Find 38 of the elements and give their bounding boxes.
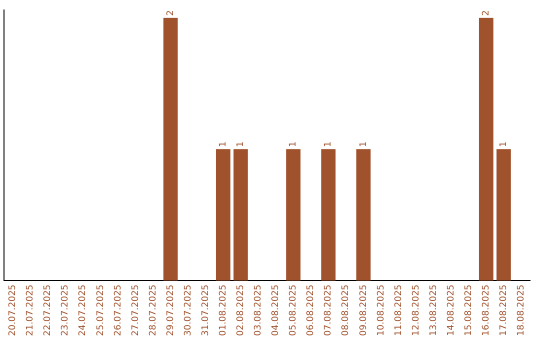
x-tick-label: 01.08.2025: [218, 284, 229, 336]
data-label: 2: [166, 10, 176, 16]
data-label: 1: [358, 141, 369, 148]
data-label: 1: [218, 141, 229, 148]
x-tick-label: 24.07.2025: [78, 284, 88, 336]
x-tick-label: 02.08.2025: [236, 284, 246, 336]
data-label: 1: [324, 141, 334, 148]
x-tick-label: 03.08.2025: [254, 284, 264, 336]
x-tick-label: 21.07.2025: [26, 284, 36, 336]
x-tick-label: 16.08.2025: [482, 284, 492, 336]
x-tick-label: 15.08.2025: [464, 284, 474, 336]
data-label: 1: [236, 141, 246, 148]
x-tick-label: 09.08.2025: [358, 284, 369, 336]
x-tick-label: 28.07.2025: [148, 284, 158, 336]
x-tick-label: 11.08.2025: [394, 284, 404, 336]
x-tick-label: 08.08.2025: [341, 284, 352, 336]
data-label: 1: [499, 141, 510, 148]
x-tick-label: 26.07.2025: [113, 284, 124, 336]
x-tick-label: 30.07.2025: [183, 284, 194, 336]
x-tick-label: 29.07.2025: [166, 284, 176, 336]
x-tick-label: 18.08.2025: [516, 284, 527, 336]
x-tick-label: 14.08.2025: [446, 284, 456, 336]
x-tick-label: 23.07.2025: [60, 284, 71, 336]
x-tick-label: 31.07.2025: [200, 284, 211, 336]
x-tick-label: 25.07.2025: [96, 284, 106, 336]
x-tick-label: 06.08.2025: [306, 284, 316, 336]
x-tick-label: 05.08.2025: [288, 284, 299, 336]
data-label: 2: [482, 10, 492, 16]
x-tick-label: 20.07.2025: [8, 284, 18, 336]
x-tick-label: 12.08.2025: [411, 284, 422, 336]
x-tick-label: 13.08.2025: [428, 284, 439, 336]
x-tick-label: 27.07.2025: [130, 284, 141, 336]
x-tick-label: 10.08.2025: [376, 284, 386, 336]
x-tick-label: 17.08.2025: [499, 284, 510, 336]
data-label: 1: [288, 141, 299, 148]
x-tick-label: 22.07.2025: [43, 284, 54, 336]
x-tick-label: 04.08.2025: [271, 284, 282, 336]
x-tick-label: 07.08.2025: [324, 284, 334, 336]
